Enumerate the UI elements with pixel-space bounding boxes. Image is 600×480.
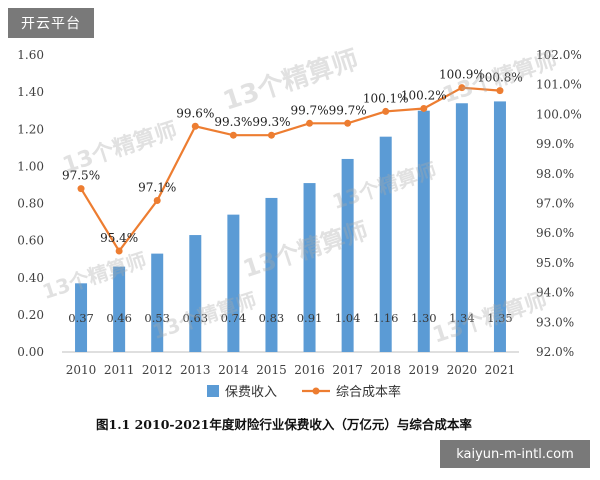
left-axis-tick-label: 0.20: [17, 308, 44, 322]
line-value-label: 100.9%: [439, 68, 485, 82]
bar-value-label: 1.16: [373, 311, 399, 325]
x-axis-tick-label: 2021: [485, 363, 516, 377]
x-axis-tick-label: 2020: [447, 363, 478, 377]
bar-value-label: 0.74: [221, 311, 247, 325]
right-axis-tick-label: 101.0%: [536, 78, 582, 92]
x-axis-tick-label: 2018: [370, 363, 401, 377]
line-value-label: 99.7%: [290, 103, 328, 117]
x-axis-tick-label: 2016: [294, 363, 325, 377]
bar-2018: [379, 136, 392, 352]
bar-2013: [189, 235, 202, 352]
right-axis-tick-label: 98.0%: [536, 167, 574, 181]
line-point-2016: [306, 119, 314, 127]
line-point-2020: [458, 84, 466, 92]
line-value-label: 100.1%: [363, 91, 409, 105]
right-axis-tick-label: 93.0%: [536, 315, 574, 329]
x-axis-tick-label: 2017: [332, 363, 363, 377]
line-value-label: 97.5%: [62, 169, 100, 183]
x-axis-ticks: 2010 2011 2012 2013 2014 2015 2016 2017 2018 2019…: [66, 363, 515, 377]
line-point-2010: [77, 185, 85, 193]
bar-labels: 0.37 0.46 0.53 0.63 0.74 0.83 0.91 1.04 1.16 1.30…: [68, 311, 513, 325]
bar-value-label: 0.91: [297, 311, 323, 325]
right-axis-tick-label: 96.0%: [536, 226, 574, 240]
bar-2021: [493, 101, 506, 352]
x-axis-tick-label: 2010: [66, 363, 97, 377]
line-value-label: 99.3%: [252, 115, 290, 129]
x-axis-tick-label: 2014: [218, 363, 249, 377]
right-axis-tick-label: 102.0%: [536, 48, 582, 62]
legend-label-premium: 保费收入: [225, 385, 277, 400]
left-axis-tick-label: 1.20: [17, 122, 44, 136]
bar-2010: [75, 283, 88, 352]
right-axis-tick-label: 95.0%: [536, 256, 574, 270]
line-value-label: 99.3%: [214, 115, 252, 129]
line-value-label: 100.2%: [401, 88, 447, 102]
line-markers: [77, 84, 504, 255]
x-axis-tick-label: 2012: [142, 363, 173, 377]
left-axis-ticks: 0.00 0.20 0.40 0.60 0.80 1.00 1.20 1.40 1.60: [17, 48, 44, 359]
line-point-2018: [382, 107, 390, 115]
line-point-2014: [229, 131, 237, 139]
right-axis-ticks: 92.0% 93.0% 94.0% 95.0% 96.0% 97.0% 98.0% 99.0%…: [536, 48, 582, 359]
line-point-2012: [153, 197, 161, 205]
bar-value-label: 0.63: [182, 311, 208, 325]
bar-value-label: 0.46: [106, 311, 132, 325]
line-value-label: 97.1%: [138, 181, 176, 195]
right-axis-tick-label: 99.0%: [536, 137, 574, 151]
legend: 保费收入 综合成本率: [207, 384, 401, 400]
bar-value-label: 0.83: [259, 311, 285, 325]
bar-2019: [417, 110, 430, 352]
bar-2016: [303, 183, 316, 352]
bar-2012: [151, 253, 164, 352]
left-axis-tick-label: 1.00: [17, 159, 44, 173]
bar-2015: [265, 197, 278, 352]
line-value-label: 100.8%: [477, 71, 523, 85]
line-point-2019: [420, 104, 428, 112]
legend-swatch-ratio-marker: [312, 387, 320, 395]
line-point-2013: [191, 122, 199, 130]
right-axis-tick-label: 97.0%: [536, 197, 574, 211]
left-axis-tick-label: 1.40: [17, 85, 44, 99]
x-axis-tick-label: 2013: [180, 363, 211, 377]
left-axis-tick-label: 0.00: [17, 345, 44, 359]
line-point-2021: [496, 87, 504, 95]
line-point-2017: [344, 119, 352, 127]
left-axis-tick-label: 0.80: [17, 197, 44, 211]
left-axis-tick-label: 0.40: [17, 271, 44, 285]
bars: [75, 101, 506, 352]
line-point-2011: [115, 247, 123, 255]
line-value-label: 99.7%: [329, 103, 367, 117]
line-value-label: 99.6%: [176, 106, 214, 120]
figure-caption: 图1.1 2010-2021年度财险行业保费收入（万亿元）与综合成本率: [96, 417, 472, 432]
bar-value-label: 1.34: [449, 311, 475, 325]
bar-value-label: 1.35: [487, 311, 513, 325]
site-badge-top-left: 开云平台: [8, 8, 94, 38]
line-point-2015: [267, 131, 275, 139]
bar-2011: [113, 266, 126, 352]
x-axis-tick-label: 2015: [256, 363, 287, 377]
right-axis-tick-label: 92.0%: [536, 345, 574, 359]
bar-2014: [227, 214, 240, 352]
legend-label-ratio: 综合成本率: [336, 384, 401, 400]
bar-value-label: 1.30: [411, 311, 437, 325]
bar-value-label: 1.04: [335, 311, 361, 325]
bar-value-label: 0.37: [68, 311, 94, 325]
left-axis-tick-label: 1.60: [17, 48, 44, 62]
legend-swatch-premium: [207, 385, 219, 397]
left-axis-tick-label: 0.60: [17, 234, 44, 248]
site-url-badge: kaiyun-m-intl.com: [440, 440, 590, 468]
x-axis-tick-label: 2011: [104, 363, 135, 377]
right-axis-tick-label: 94.0%: [536, 286, 574, 300]
cost-ratio-line: [80, 86, 501, 253]
right-axis-tick-label: 100.0%: [536, 107, 582, 121]
line-value-label: 95.4%: [100, 231, 138, 245]
line-labels: 97.5%95.4%97.1%99.6%99.3% 99.3%99.7% 99.7%…: [62, 68, 523, 245]
bar-value-label: 0.53: [144, 311, 170, 325]
bar-2020: [455, 103, 468, 352]
bar-2017: [341, 158, 354, 352]
x-axis-tick-label: 2019: [409, 363, 440, 377]
